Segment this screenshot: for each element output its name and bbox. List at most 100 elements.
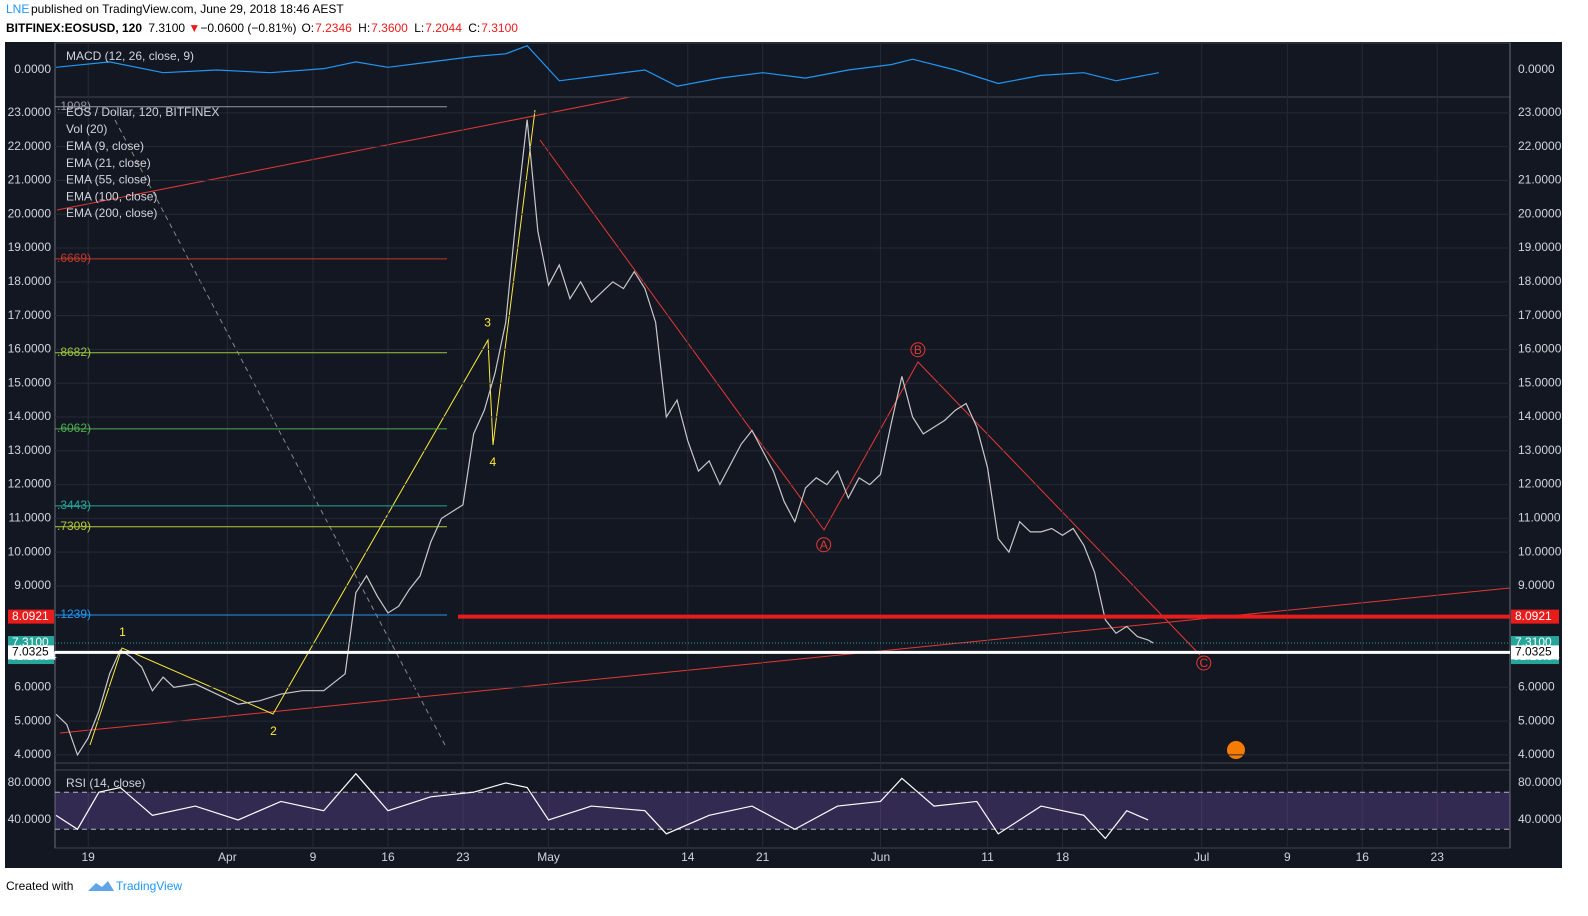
price-tag-label: 8.0921: [12, 609, 49, 623]
indicator-label: EMA (21, close): [66, 156, 151, 170]
drawings: [56, 96, 1511, 759]
y-tick-label-left: 0.0000: [14, 62, 51, 76]
y-tick-label: 14.0000: [1518, 409, 1562, 423]
y-tick-label-left: 13.0000: [8, 443, 52, 457]
y-tick-label: 20.0000: [1518, 206, 1562, 220]
x-tick-label: 23: [1431, 850, 1445, 864]
y-tick-label-left: 10.0000: [8, 544, 52, 558]
fib-label: .3443): [57, 498, 91, 512]
price-tag: [1511, 609, 1559, 624]
y-tick-label: 17.0000: [1518, 308, 1562, 322]
price-tag-label: 8.0921: [1515, 609, 1552, 623]
y-tick-label-left: 12.0000: [8, 477, 52, 491]
indicator-label: EMA (55, close): [66, 173, 151, 187]
series-line: [55, 772, 1149, 840]
price-tag: [1511, 645, 1559, 660]
fib-label: .6669): [57, 251, 91, 265]
y-tick-label: 40.0000: [1518, 812, 1562, 826]
ohlc-value: 7.3100: [481, 21, 518, 35]
y-tick-label-left: 17.0000: [8, 308, 52, 322]
x-tick-label: 9: [310, 850, 317, 864]
ohlc-value: 7.3600: [371, 21, 408, 35]
tv-logo: [88, 881, 114, 891]
x-tick-label: Jun: [871, 850, 890, 864]
y-tick-label: 12.0000: [1518, 477, 1562, 491]
y-tick-label: 15.0000: [1518, 375, 1562, 389]
x-tick-label: 14: [681, 850, 695, 864]
chart-bg: [5, 42, 1562, 868]
y-tick-label: 18.0000: [1518, 274, 1562, 288]
y-tick-label-left: 4.0000: [14, 747, 51, 761]
wave-label: B: [914, 343, 922, 357]
ohlc-key: O:: [301, 21, 314, 35]
y-tick-label: 11.0000: [1518, 511, 1561, 525]
x-tick-label: 11: [981, 850, 994, 864]
y-tick-label: 5.0000: [1518, 713, 1555, 727]
x-tick-label: Jul: [1194, 850, 1209, 864]
y-tick-label-left: 40.0000: [8, 812, 52, 826]
footer-brand[interactable]: TradingView: [116, 879, 182, 893]
y-tick-label: 21.0000: [1518, 173, 1562, 187]
indicator-label: EMA (200, close): [66, 206, 157, 220]
y-tick-label: 80.0000: [1518, 775, 1562, 789]
x-tick-label: 16: [1356, 850, 1370, 864]
fib-label: .1908): [57, 99, 91, 113]
x-tick-label: 19: [82, 850, 96, 864]
ohlc-key: C:: [468, 21, 480, 35]
fib-label: .6062): [57, 421, 91, 435]
ohlc-key: H:: [358, 21, 370, 35]
fib-label: .8682): [57, 345, 91, 359]
price-tag: [8, 645, 54, 660]
rsi-band: [55, 792, 1510, 830]
y-tick-label-left: 6.0000: [14, 679, 51, 693]
y-tick-label-left: 14.0000: [8, 409, 52, 423]
wave-label: 1: [119, 625, 126, 639]
y-tick-label-left: 22.0000: [8, 139, 52, 153]
y-tick-label-left: 23.0000: [8, 105, 52, 119]
change: −0.0600 (−0.81%): [200, 21, 296, 35]
y-tick-label: 6.0000: [1518, 679, 1555, 693]
x-tick-label: May: [537, 850, 560, 864]
dashed-line: [114, 119, 446, 746]
y-tick-label-left: 15.0000: [8, 375, 52, 389]
fib-label: .1239): [57, 607, 91, 621]
series-line: [55, 119, 1154, 757]
y-tick-label-left: 80.0000: [8, 775, 52, 789]
y-tick-label-left: 16.0000: [8, 342, 52, 356]
wave-label: 4: [490, 455, 497, 469]
trendline: [59, 587, 1511, 734]
indicator-label: EMA (100, close): [66, 189, 157, 203]
y-tick-label-left: 20.0000: [8, 206, 52, 220]
panel-title: RSI (14, close): [66, 776, 145, 790]
last-price: 7.3100: [148, 21, 185, 35]
y-tick-label: 9.0000: [1518, 578, 1555, 592]
y-tick-label: 22.0000: [1518, 139, 1562, 153]
event-icon[interactable]: [1227, 741, 1245, 759]
ohlc: O: 7.2346 H: 7.3600 L: 7.2044 C: 7.3100: [301, 21, 518, 35]
ohlc-value: 7.2346: [315, 21, 352, 35]
wave-label: 2: [270, 724, 277, 738]
y-tick-label: 0.0000: [1518, 62, 1555, 76]
symbol: BITFINEX:EOSUSD, 120: [6, 21, 142, 35]
y-tick-label-left: 5.0000: [14, 713, 51, 727]
price-tag: [8, 609, 54, 624]
x-tick-label: 23: [456, 850, 470, 864]
x-tick-label: 16: [381, 850, 395, 864]
y-tick-label-left: 18.0000: [8, 274, 52, 288]
x-tick-label: 21: [756, 850, 770, 864]
y-tick-label: 16.0000: [1518, 342, 1562, 356]
author: LNE: [6, 2, 29, 16]
wave-circle: [910, 342, 926, 358]
ohlc-value: 7.2044: [425, 21, 462, 35]
wave-label: C: [1199, 656, 1208, 670]
panel-title: EOS / Dollar, 120, BITFINEX: [66, 105, 219, 119]
price-tag-label: 7.0325: [1515, 645, 1552, 659]
price-tag-label: 7.0325: [12, 645, 49, 659]
wave-abc: [539, 139, 1201, 656]
y-tick-label-left: 21.0000: [8, 173, 52, 187]
series-line: [56, 44, 1159, 87]
wave-label: A: [820, 538, 828, 552]
x-tick-label: 9: [1284, 850, 1291, 864]
